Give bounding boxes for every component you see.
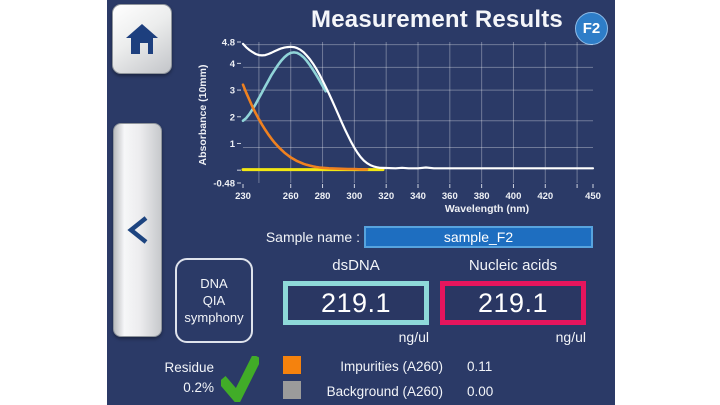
dsdna-label: dsDNA — [332, 257, 380, 274]
impurities-value: 0.11 — [467, 359, 493, 374]
home-icon — [126, 24, 158, 54]
dsdna-value: 219.1 — [320, 287, 392, 318]
svg-text:380: 380 — [474, 191, 490, 202]
measurement-results-panel: Measurement Results F2 230 260 280 300 320 34… — [107, 0, 615, 405]
svg-text:300: 300 — [346, 191, 362, 202]
method-line-2: QIA — [202, 293, 226, 308]
page-title: Measurement Results — [311, 6, 563, 33]
sample-name-input[interactable]: sample_F2 — [364, 226, 593, 248]
nucleic-acids-label: Nucleic acids — [468, 257, 558, 274]
nucleic-acids-unit: ng/ul — [555, 329, 586, 345]
svg-text:1: 1 — [230, 139, 236, 150]
svg-text:-0.48: -0.48 — [213, 179, 235, 190]
sample-name-label: Sample name : — [265, 229, 360, 245]
svg-text:340: 340 — [410, 191, 426, 202]
dsdna-unit: ng/ul — [398, 329, 429, 345]
residue-value: 0.2% — [183, 380, 214, 395]
svg-text:360: 360 — [442, 191, 458, 202]
svg-text:Wavelength (nm): Wavelength (nm) — [445, 203, 529, 215]
svg-text:320: 320 — [378, 191, 394, 202]
residue-label: Residue — [164, 360, 214, 375]
svg-text:2: 2 — [230, 112, 235, 123]
legend-swatch — [283, 356, 301, 374]
check-icon — [221, 356, 259, 402]
svg-text:400: 400 — [506, 191, 522, 202]
svg-text:Absorbance (10mm): Absorbance (10mm) — [197, 65, 209, 166]
spectrum-chart: 230 260 280 300 320 340 360 380 400 420 450 Wavelen… — [197, 38, 601, 216]
back-chevron-icon — [126, 216, 147, 244]
background-label: Background (A260) — [326, 384, 443, 399]
method-line-1: DNA — [200, 276, 228, 291]
impurities-label: Impurities (A260) — [340, 359, 443, 374]
nucleic-acids-value-box: 219.1 — [440, 281, 586, 325]
legend-swatch — [283, 381, 301, 399]
svg-text:280: 280 — [315, 191, 331, 202]
nucleic-acids-value: 219.1 — [477, 287, 549, 318]
background-value: 0.00 — [467, 384, 494, 399]
position-badge: F2 — [575, 12, 608, 45]
method-button[interactable]: DNA QIA symphony — [175, 258, 253, 343]
method-line-3: symphony — [184, 310, 244, 325]
svg-text:4.8: 4.8 — [222, 38, 235, 49]
svg-text:230: 230 — [235, 191, 251, 202]
svg-text:3: 3 — [230, 86, 235, 97]
svg-text:4: 4 — [230, 59, 236, 70]
back-button[interactable] — [113, 123, 162, 337]
svg-text:260: 260 — [283, 191, 299, 202]
home-button[interactable] — [112, 4, 172, 74]
dsdna-value-box: 219.1 — [283, 281, 429, 325]
svg-text:420: 420 — [537, 191, 553, 202]
svg-text:450: 450 — [585, 191, 601, 202]
